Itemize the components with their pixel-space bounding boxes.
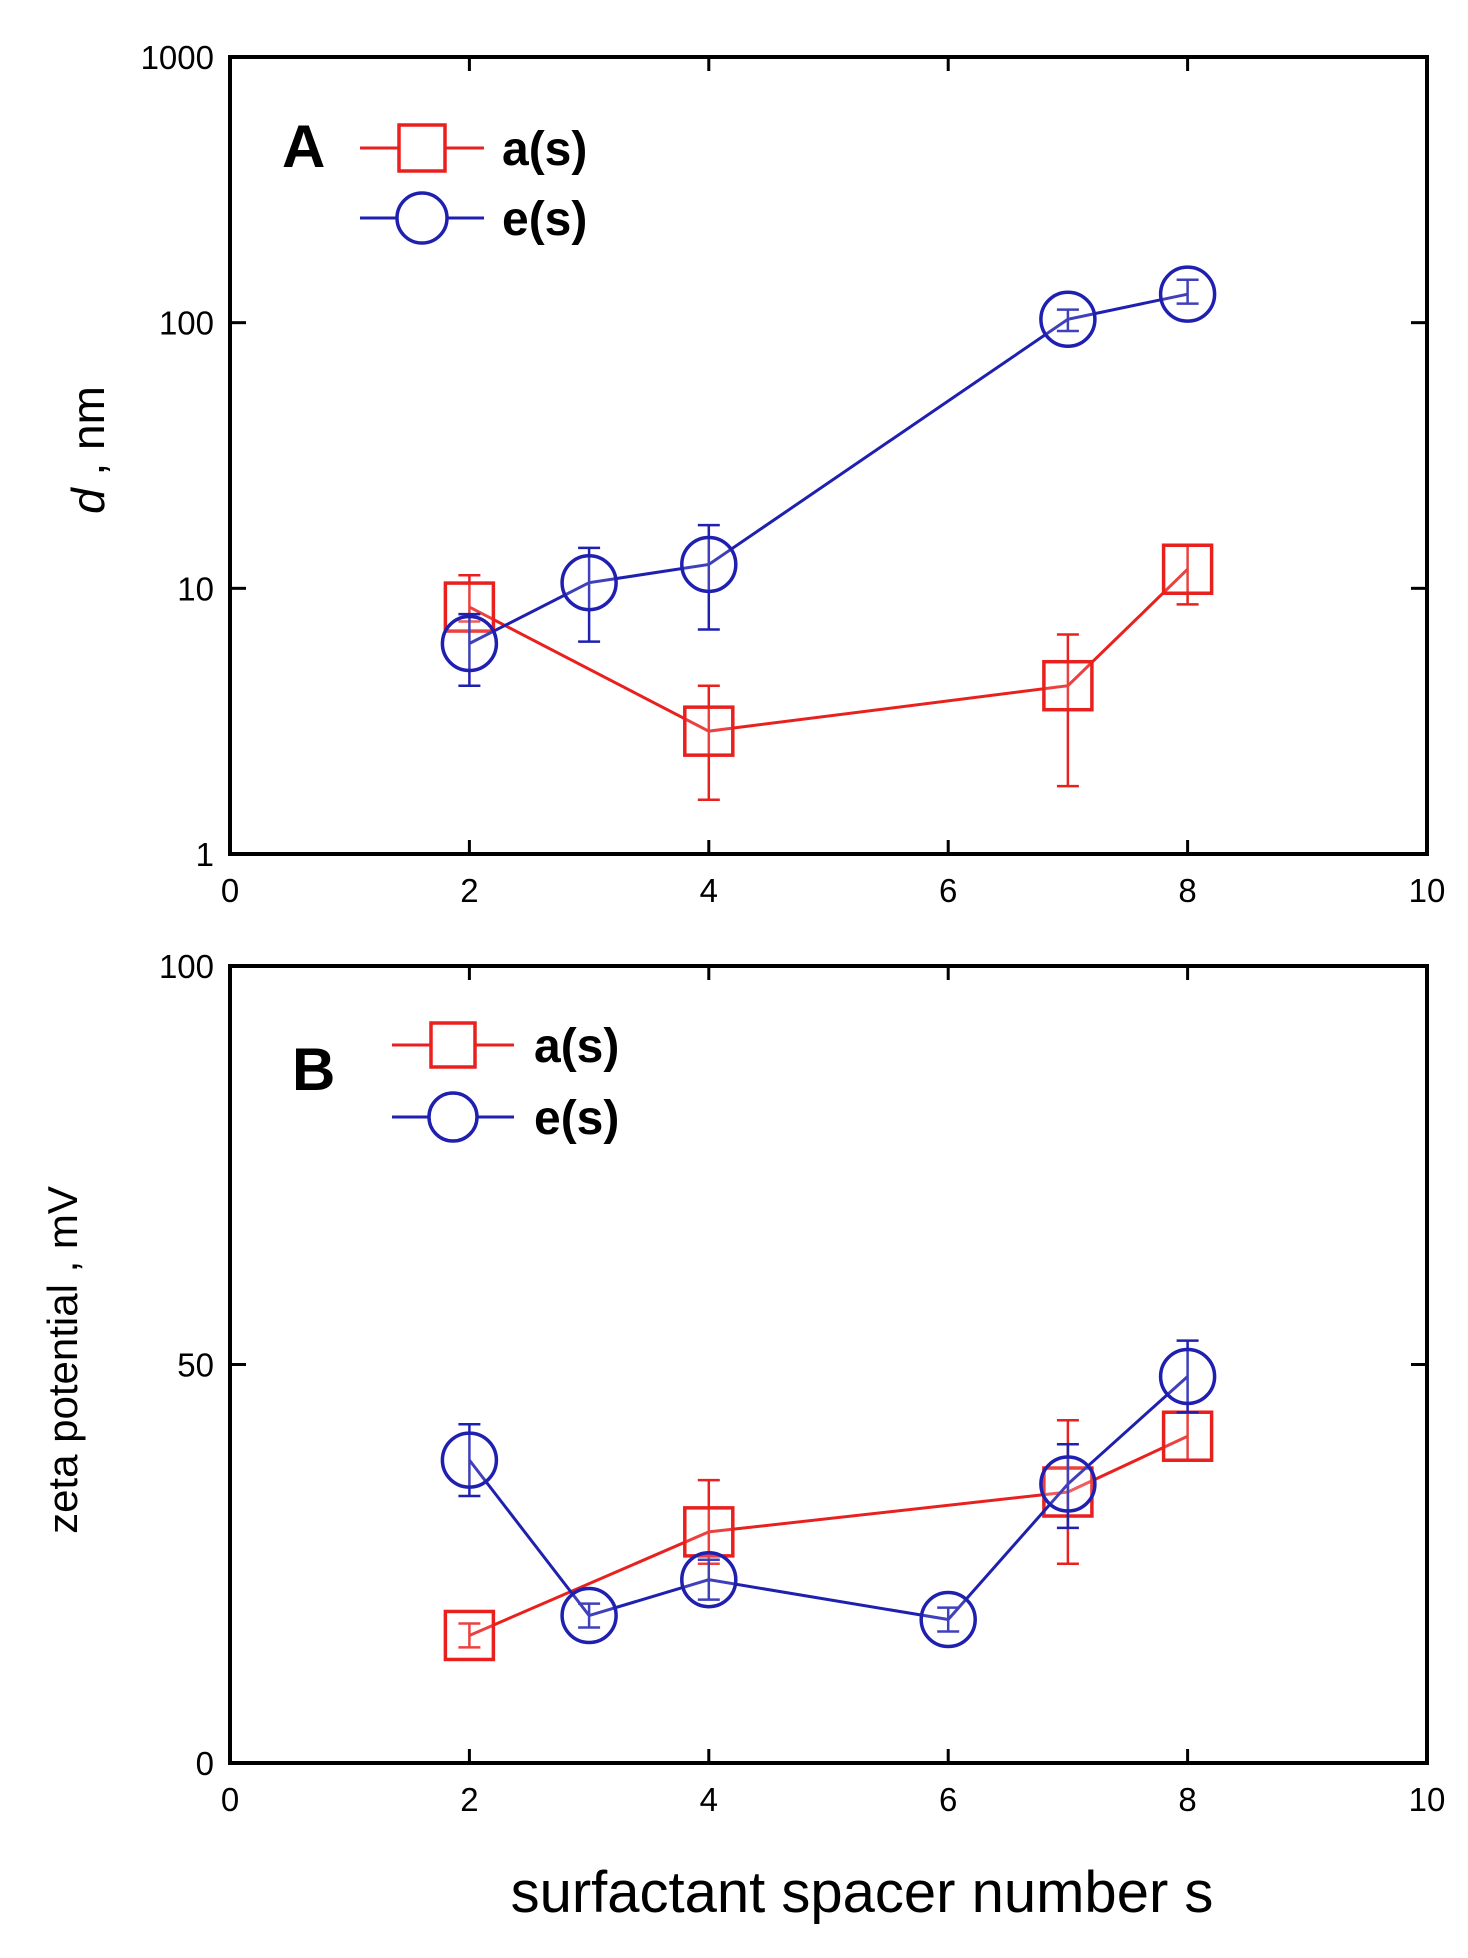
x-tick-label: 4 [700, 872, 718, 909]
legend-label: e(s) [502, 193, 587, 246]
legend-entry-e: e(s) [360, 191, 587, 246]
x-tick-label: 8 [1178, 1781, 1196, 1818]
series-e [440, 265, 1217, 687]
y-tick-label: 10 [177, 570, 214, 607]
x-tick-label: 6 [939, 1781, 957, 1818]
x-tick-label: 2 [460, 872, 478, 909]
panel-a-ticks: 0 2 4 6 8 10 1 10 100 1000 [141, 39, 1446, 909]
y-tick-label: 1 [196, 836, 214, 873]
x-tick-label: 8 [1178, 872, 1196, 909]
series-e-point [680, 535, 738, 594]
panel-a-letter: A [282, 113, 325, 180]
legend-entry-a: a(s) [360, 123, 587, 176]
series-a-point [683, 1506, 735, 1558]
series-e-point [1039, 290, 1097, 349]
legend-entry-a: a(s) [392, 1020, 619, 1073]
panel-a-y-axis-title-italic: d [62, 487, 114, 514]
series-e-point [1158, 1347, 1217, 1406]
series-e [440, 1339, 1217, 1649]
panel-a-frame [228, 55, 1429, 856]
series-a-point [683, 705, 735, 757]
legend-label: a(s) [534, 1020, 619, 1073]
panel-b-x-axis-title: surfactant spacer number s [511, 1860, 1214, 1925]
series-e-point [440, 1431, 499, 1489]
panel-a-y-axis-title: d , nm [62, 386, 114, 514]
series-e-point [1039, 1455, 1097, 1513]
series-a [443, 1410, 1214, 1662]
panel-a: 0 2 4 6 8 10 1 10 100 1000 A a(s) e(s) d , nm [62, 39, 1445, 909]
series-e-point [440, 614, 499, 673]
x-tick-label: 0 [221, 872, 239, 909]
y-tick-label: 100 [159, 305, 214, 342]
panel-b-letter: B [292, 1036, 335, 1103]
series-e-point [560, 1586, 618, 1645]
x-tick-label: 6 [939, 872, 957, 909]
legend-square-marker [397, 123, 447, 173]
series-a-line [468, 1434, 1189, 1637]
panel-b-legend: a(s) e(s) [392, 1020, 619, 1145]
x-tick-label: 2 [460, 1781, 478, 1818]
series-a-line [468, 568, 1189, 733]
y-tick-label: 1000 [141, 39, 214, 76]
series-e-point [680, 1550, 738, 1609]
series-a-point [443, 1609, 496, 1662]
legend-square-marker [429, 1021, 477, 1069]
y-tick-label: 0 [196, 1745, 214, 1782]
series-a-point [1042, 659, 1094, 712]
panel-b-frame [228, 964, 1429, 1765]
x-tick-label: 10 [1409, 872, 1446, 909]
series-e-point [919, 1590, 977, 1649]
legend-label: e(s) [534, 1092, 619, 1145]
legend-entry-e: e(s) [392, 1091, 619, 1145]
panel-b-marks [440, 1339, 1217, 1662]
series-e-point [560, 553, 618, 612]
series-a [443, 543, 1214, 802]
panel-a-y-axis-title-unit: , nm [62, 386, 114, 488]
y-tick-label: 100 [159, 948, 214, 985]
legend-label: a(s) [502, 123, 587, 176]
panel-b-y-axis-title: zeta potential , mV [39, 1186, 86, 1534]
panel-a-legend: a(s) e(s) [360, 123, 587, 246]
x-tick-label: 10 [1409, 1781, 1446, 1818]
x-tick-label: 4 [700, 1781, 718, 1818]
y-tick-label: 50 [177, 1347, 214, 1384]
x-tick-label: 0 [221, 1781, 239, 1818]
series-e-point [1158, 265, 1217, 323]
legend-circle-marker [395, 191, 449, 245]
series-a-point [1161, 543, 1214, 595]
legend-circle-marker [427, 1091, 479, 1143]
series-a-point [1161, 1410, 1214, 1462]
panel-a-marks [440, 265, 1217, 802]
